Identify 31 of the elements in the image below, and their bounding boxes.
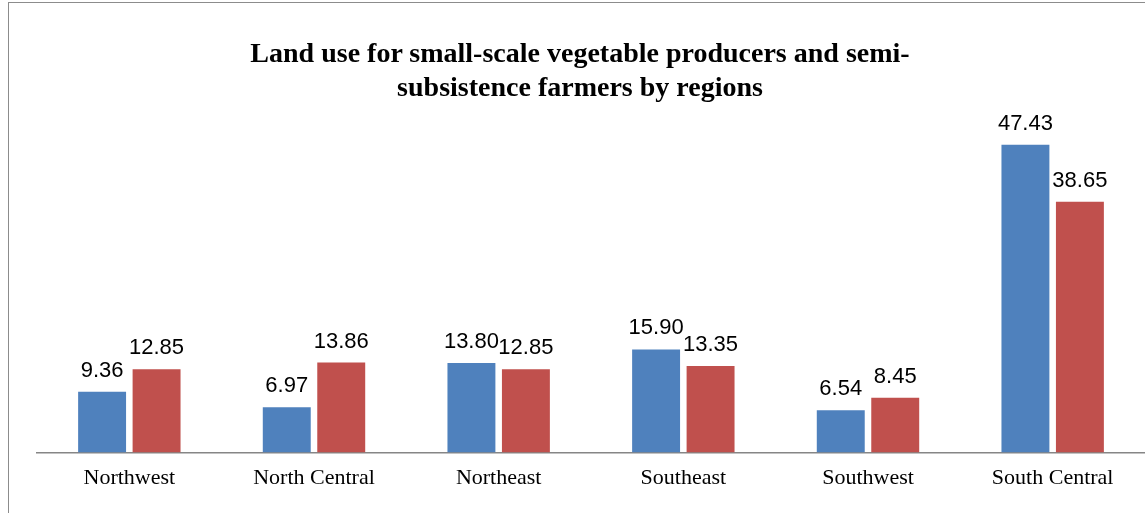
data-label: 9.36 <box>80 356 124 382</box>
x-tick-label: Northwest <box>83 463 176 489</box>
data-label: 12.85 <box>498 334 554 360</box>
data-label: 12.85 <box>129 334 185 360</box>
x-tick-label: Northeast <box>455 463 542 489</box>
bar <box>686 365 735 453</box>
data-label: 6.54 <box>819 375 863 401</box>
bar <box>1001 144 1050 453</box>
bar <box>816 410 865 453</box>
x-tick-label: South Central <box>991 463 1114 489</box>
bar <box>447 363 496 453</box>
data-label: 13.86 <box>313 327 369 353</box>
data-label: 47.43 <box>997 109 1053 135</box>
data-label: 8.45 <box>873 362 917 388</box>
x-tick-label: Southwest <box>822 463 914 489</box>
chart-title: Land use for small-scale vegetable producers and semi-subsistence farmers by regions <box>249 36 911 104</box>
data-label: 15.90 <box>628 314 684 340</box>
bar <box>262 407 311 453</box>
bar <box>501 369 550 453</box>
bar <box>871 397 920 453</box>
bar <box>632 349 681 453</box>
bar <box>317 362 366 453</box>
data-label: 38.65 <box>1052 166 1108 192</box>
data-label: 6.97 <box>265 372 309 398</box>
x-tick-label: Southeast <box>640 463 727 489</box>
data-label: 13.80 <box>443 328 499 354</box>
bar <box>132 369 181 453</box>
data-label: 13.35 <box>683 330 739 356</box>
bar <box>1055 201 1104 453</box>
x-tick-label: North Central <box>253 463 375 489</box>
bar <box>78 391 127 453</box>
